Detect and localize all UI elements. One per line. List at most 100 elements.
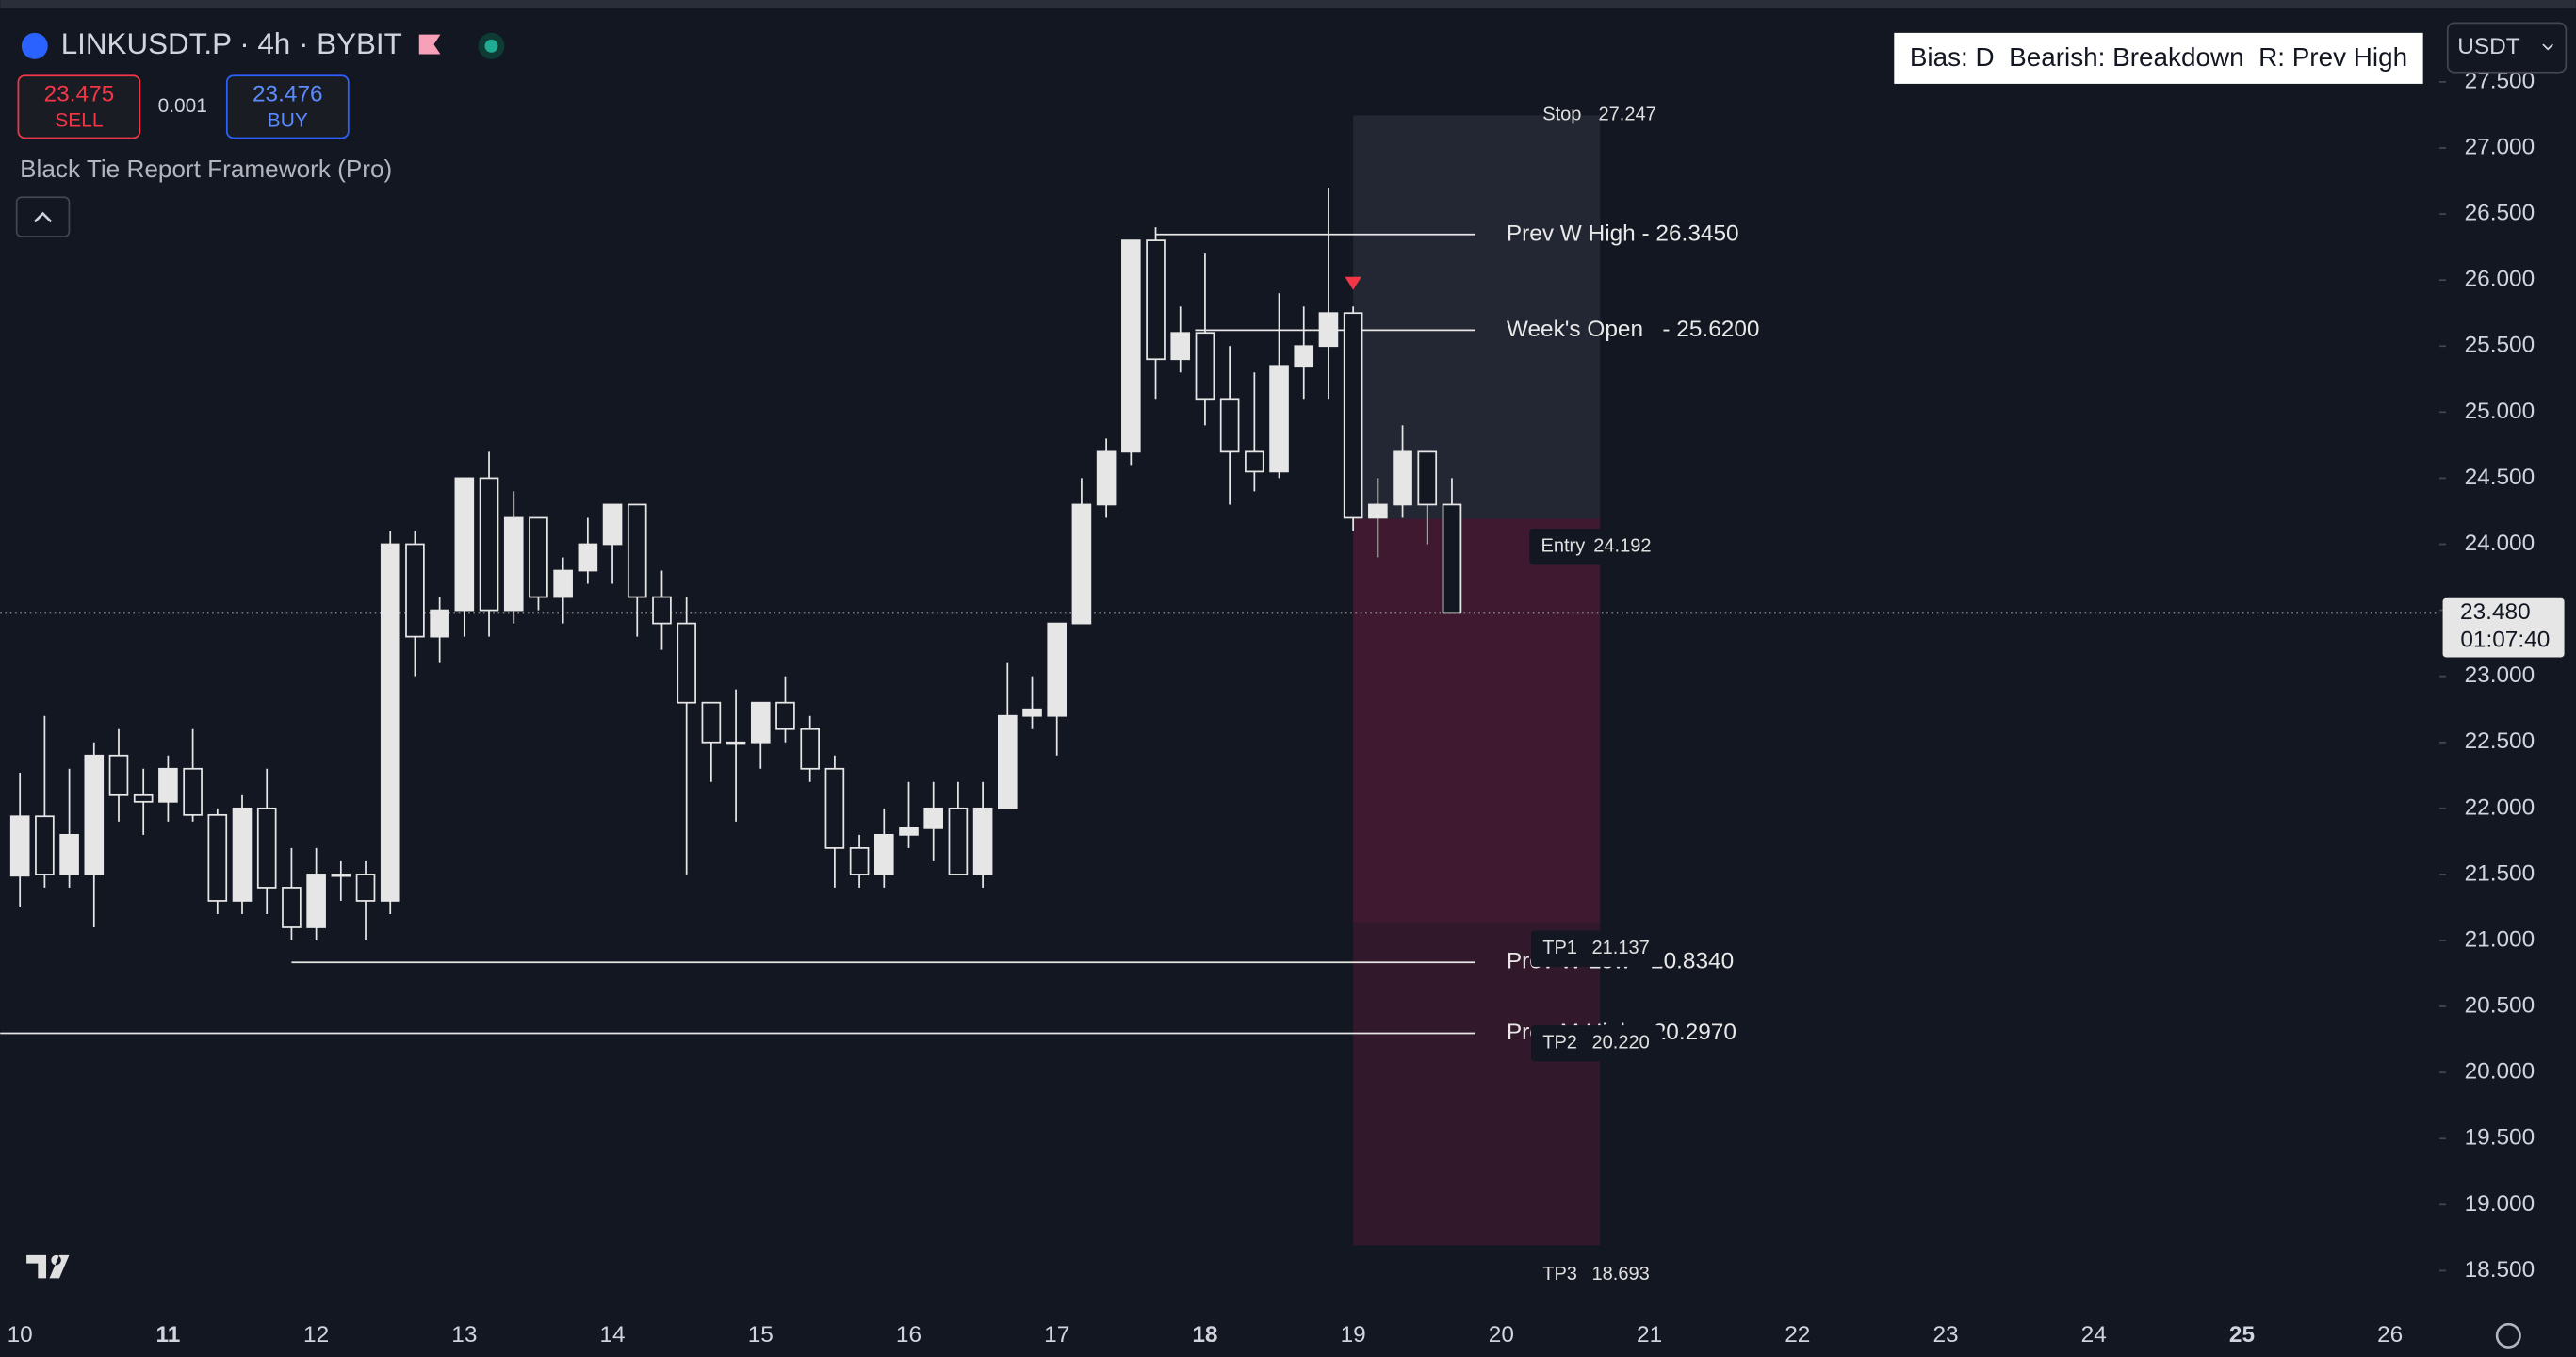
candle-body	[849, 847, 870, 875]
candle	[1442, 478, 1462, 614]
position-value: 27.247	[1598, 105, 1655, 125]
candle-body	[430, 609, 449, 638]
x-tick-label: 19	[1341, 1322, 1366, 1348]
x-tick-label: 11	[156, 1322, 181, 1348]
level-label: Prev W High - 26.3450	[1507, 221, 1739, 246]
candle	[1417, 450, 1438, 545]
candle-body	[183, 767, 203, 816]
candle	[256, 768, 277, 914]
flag	[418, 34, 441, 55]
candle	[1146, 227, 1166, 400]
candle	[331, 860, 351, 901]
candle	[726, 689, 746, 822]
candle	[282, 847, 302, 940]
candle-body	[1294, 345, 1314, 368]
bias-box	[1894, 32, 2423, 84]
buy-label: BUY	[268, 110, 308, 132]
candle	[750, 701, 771, 769]
candle	[84, 742, 105, 927]
y-tick-label: 20.500	[2465, 993, 2535, 1019]
last-price-tag	[2442, 597, 2565, 658]
y-tick-label: 27.000	[2465, 134, 2535, 159]
x-tick-label: 14	[599, 1322, 625, 1348]
candle-body	[133, 793, 154, 803]
candle-body	[775, 701, 795, 730]
candle-body	[1047, 622, 1068, 717]
y-tick-label: 19.500	[2465, 1125, 2535, 1151]
candle	[306, 847, 326, 940]
position-value: 21.137	[1592, 938, 1650, 958]
sell-label: SELL	[55, 110, 103, 132]
candle-body	[998, 714, 1018, 809]
candle-body	[1318, 312, 1339, 348]
position-value: 20.220	[1592, 1033, 1650, 1054]
currency-caret	[2542, 43, 2553, 51]
spread: 0.001	[158, 95, 207, 117]
countdown: 01:07:40	[2460, 627, 2550, 652]
y-tick-label: 20.000	[2465, 1059, 2535, 1085]
y-tick-label: 21.500	[2465, 860, 2535, 886]
buy-button[interactable]	[225, 74, 350, 139]
logo	[26, 1243, 34, 1287]
position-name: Stop	[1542, 105, 1581, 125]
candle-body	[824, 767, 845, 849]
sell-button[interactable]	[17, 74, 141, 139]
collapse-button[interactable]	[15, 196, 71, 237]
candle	[602, 503, 623, 584]
plot: 18.500 19.000 19.500 20.000 20.500 21.000 21.5…	[0, 68, 2565, 1348]
candle-body	[1417, 450, 1438, 506]
candle	[923, 781, 944, 861]
last-price: 23.480	[2460, 599, 2531, 625]
candle	[9, 772, 30, 907]
candle	[183, 728, 203, 822]
x-tick-label: 10	[8, 1322, 33, 1348]
candle-body	[405, 543, 425, 638]
candle	[158, 755, 178, 822]
x-tick-label: 18	[1192, 1322, 1217, 1348]
candle	[1393, 425, 1412, 518]
candle	[1245, 372, 1264, 492]
candle-body	[355, 874, 376, 902]
currency-select[interactable]	[2446, 22, 2568, 74]
candle-body	[282, 887, 302, 928]
candle-body	[306, 874, 326, 928]
candle-body	[1170, 332, 1191, 361]
candle-body	[972, 807, 993, 875]
candle-body	[1343, 312, 1363, 519]
candle	[1219, 346, 1240, 505]
candle	[133, 768, 154, 835]
candle	[701, 701, 722, 782]
candle	[578, 517, 598, 584]
candle	[59, 768, 79, 888]
sell-signal	[1345, 276, 1361, 290]
indicator: Black Tie Report Framework (Pro)	[20, 155, 392, 183]
y-tick-label: 26.000	[2465, 267, 2535, 292]
x-tick-label: 16	[896, 1322, 921, 1348]
candle	[972, 781, 993, 888]
candle	[1096, 438, 1117, 518]
y-tick-label: 18.500	[2465, 1257, 2535, 1283]
candle-body	[454, 477, 475, 612]
currency: USDT	[2457, 34, 2519, 59]
settings-icon[interactable]	[2495, 1322, 2521, 1349]
x-tick-label: 17	[1044, 1322, 1069, 1348]
candle	[800, 715, 820, 782]
x-tick-label: 26	[2377, 1322, 2403, 1348]
candle-body	[1071, 503, 1092, 625]
candle	[355, 860, 376, 940]
header: LINKUSDT.P · 4h · BYBIT 23.475 SELL 0.00…	[15, 22, 2568, 1349]
candle	[775, 676, 795, 743]
candle	[1195, 253, 1215, 426]
position-value: 24.192	[1593, 536, 1651, 557]
candle-body	[503, 516, 524, 612]
x-tick-label: 21	[1637, 1322, 1662, 1348]
candle-body	[479, 477, 499, 612]
candle	[627, 503, 647, 637]
candle-body	[627, 503, 647, 598]
candle-body	[1442, 503, 1462, 614]
candle	[1294, 306, 1314, 400]
x-tick-label: 15	[748, 1322, 774, 1348]
candle	[380, 531, 400, 914]
